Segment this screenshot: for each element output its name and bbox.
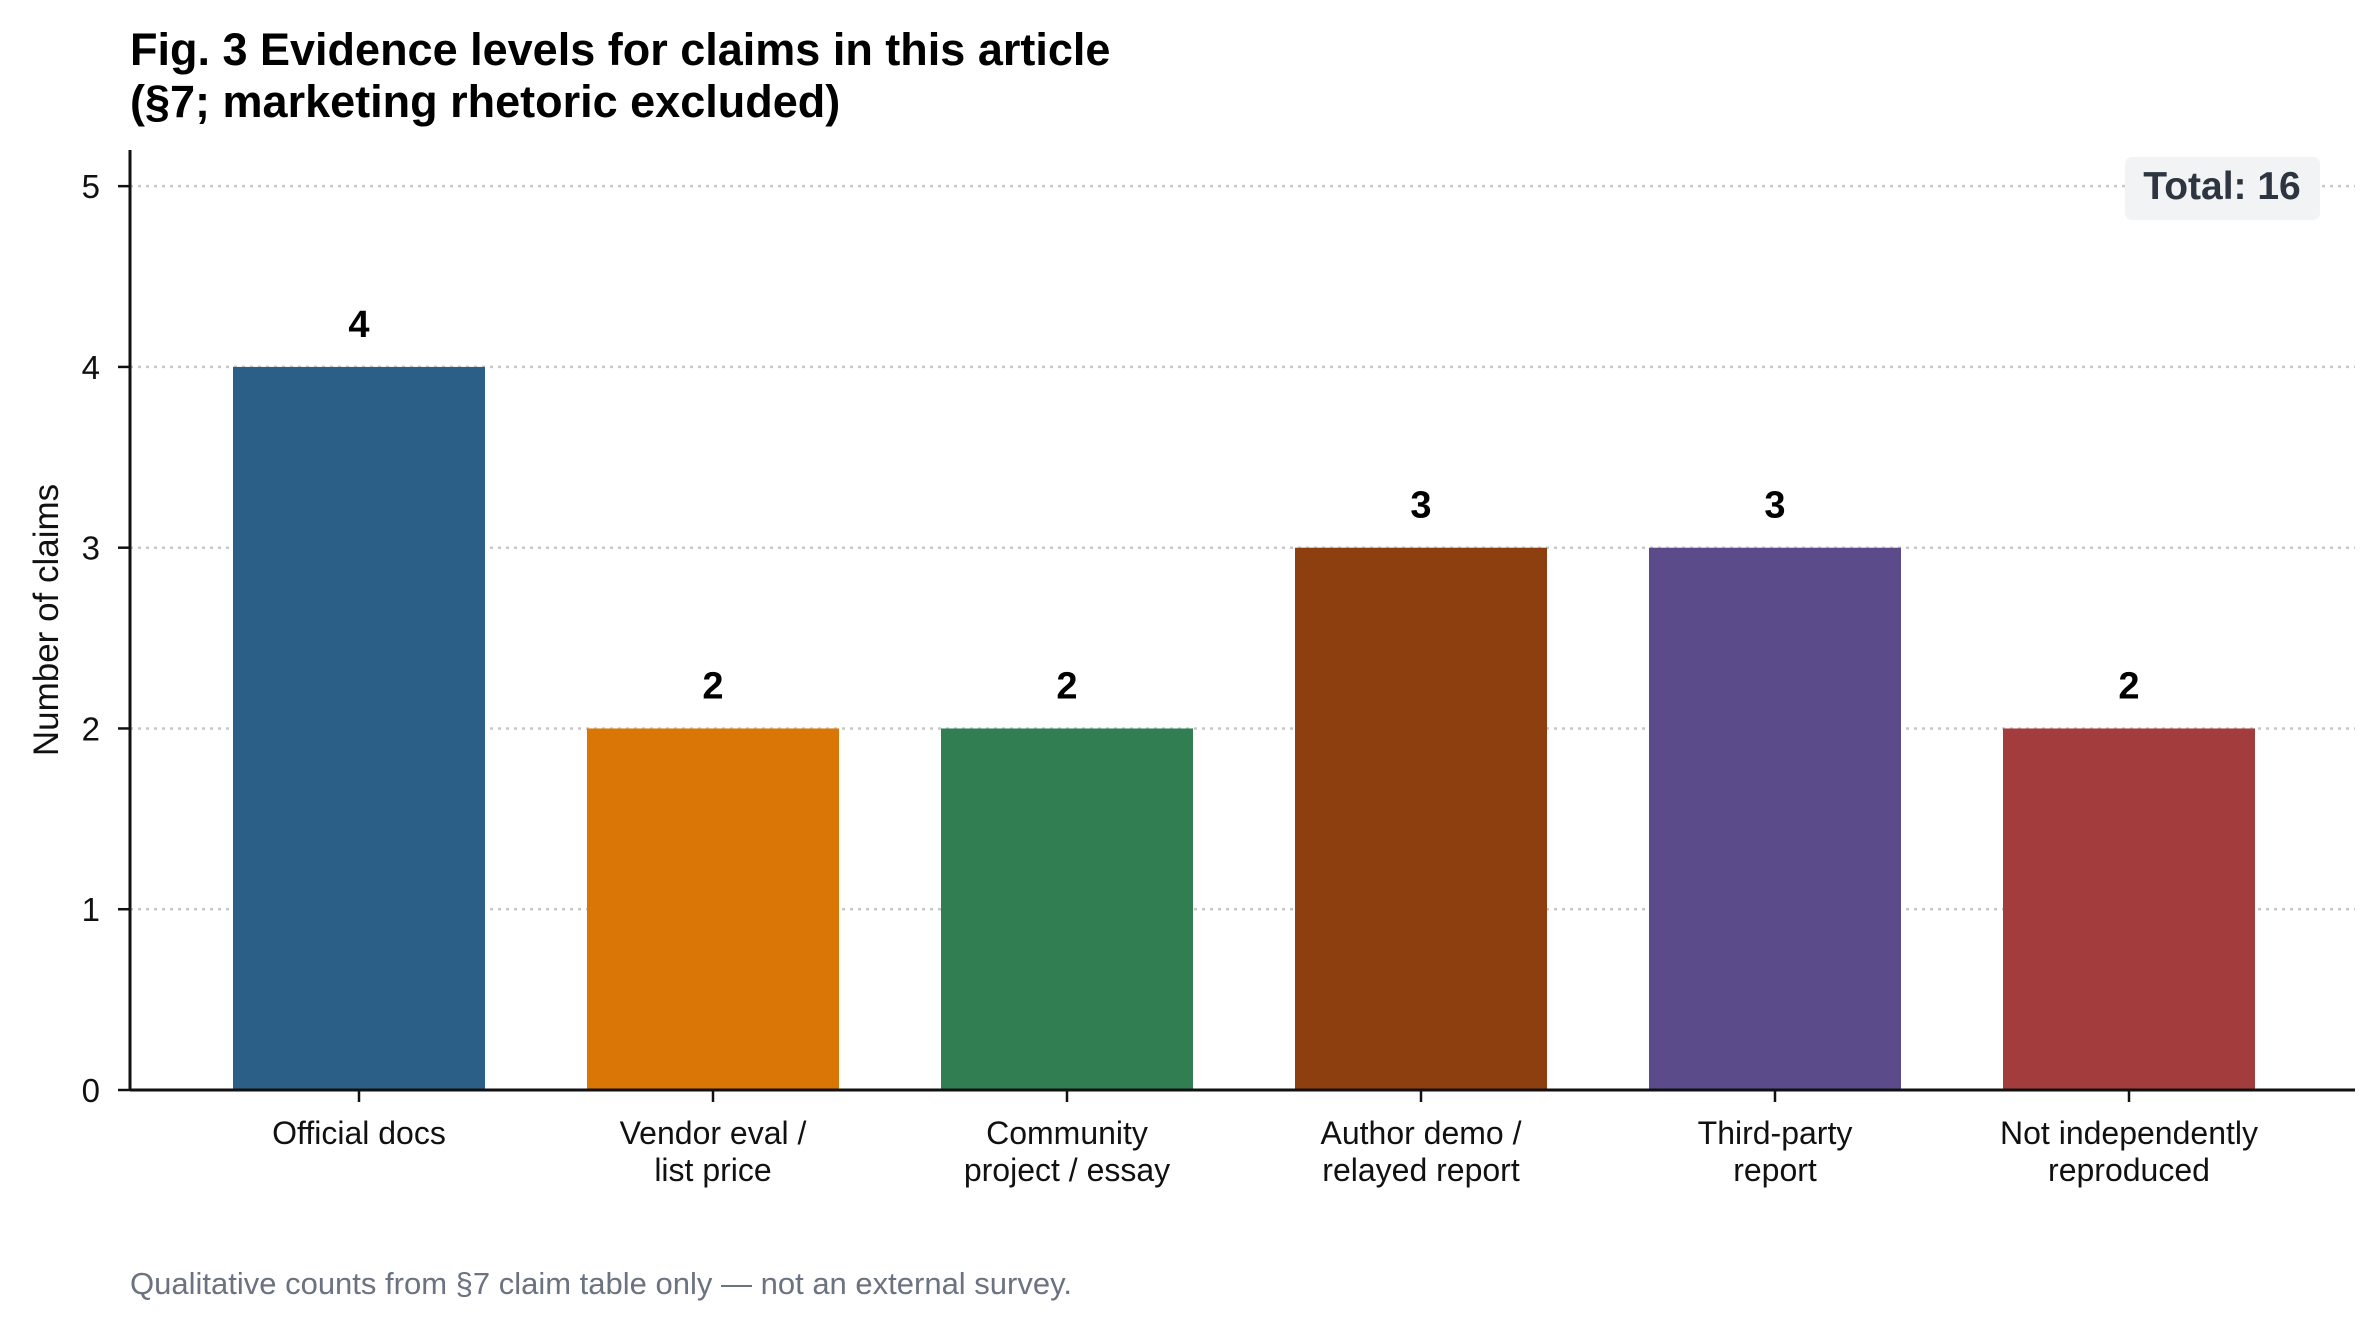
footnote: Qualitative counts from §7 claim table o…: [130, 1266, 1072, 1301]
x-tick-label-5-line-2: report: [1733, 1152, 1817, 1188]
bar-value-label-6: 2: [2118, 665, 2139, 707]
bar-5: [1649, 547, 1901, 1090]
axes: 0 1 2 3 4 5 Official docs Vendor eval /list pri…: [82, 150, 2355, 1188]
total-badge-label: Total: 16: [2143, 165, 2300, 208]
bar-1: [233, 366, 485, 1090]
y-tick-label-0: 0: [82, 1072, 100, 1109]
bar-2: [587, 728, 839, 1090]
bar-3: [941, 728, 1193, 1090]
total-badge: Total: 16: [2125, 157, 2320, 220]
bar-value-label-5: 3: [1764, 485, 1785, 527]
x-tick-label-2-line-2: list price: [654, 1152, 771, 1188]
x-tick-label-5-line-1: Third-party: [1698, 1115, 1853, 1151]
y-tick-label-1: 1: [82, 891, 100, 928]
y-axis-label-group: Number of claims: [27, 484, 66, 756]
x-tick-label-4-line-2: relayed report: [1322, 1152, 1520, 1188]
x-tick-label-1-line-1: Official docs: [272, 1115, 446, 1151]
y-tick-label-3: 3: [82, 530, 100, 567]
value-labels: 4 2 2 3 3 2: [348, 304, 2139, 708]
bar-6: [2003, 728, 2255, 1090]
bar-4: [1295, 547, 1547, 1090]
x-tick-label-6-line-2: reproduced: [2048, 1152, 2210, 1188]
bar-value-label-2: 2: [702, 665, 723, 707]
x-tick-label-3-line-2: project / essay: [964, 1152, 1170, 1188]
x-tick-label-4-line-1: Author demo /: [1321, 1115, 1522, 1151]
bars: [233, 366, 2255, 1090]
x-tick-label-6-line-1: Not independently: [2000, 1115, 2258, 1151]
gridlines: [130, 184, 2355, 911]
bar-value-label-4: 3: [1410, 485, 1431, 527]
x-tick-label-3-line-1: Community: [986, 1115, 1148, 1151]
chart-title: Fig. 3 Evidence levels for claims in thi…: [130, 24, 1110, 128]
bar-value-label-1: 4: [348, 304, 369, 346]
y-tick-label-4: 4: [82, 349, 100, 386]
y-tick-label-5: 5: [82, 168, 100, 205]
chart-title-line-1: Fig. 3 Evidence levels for claims in thi…: [130, 24, 1111, 75]
y-tick-label-2: 2: [82, 710, 100, 747]
chart-title-line-2: (§7; marketing rhetoric excluded): [130, 76, 841, 127]
y-axis-label: Number of claims: [27, 484, 66, 756]
total-badge-background: [2125, 157, 2320, 220]
x-tick-label-2-line-1: Vendor eval /: [620, 1115, 807, 1151]
bar-value-label-3: 2: [1056, 665, 1077, 707]
